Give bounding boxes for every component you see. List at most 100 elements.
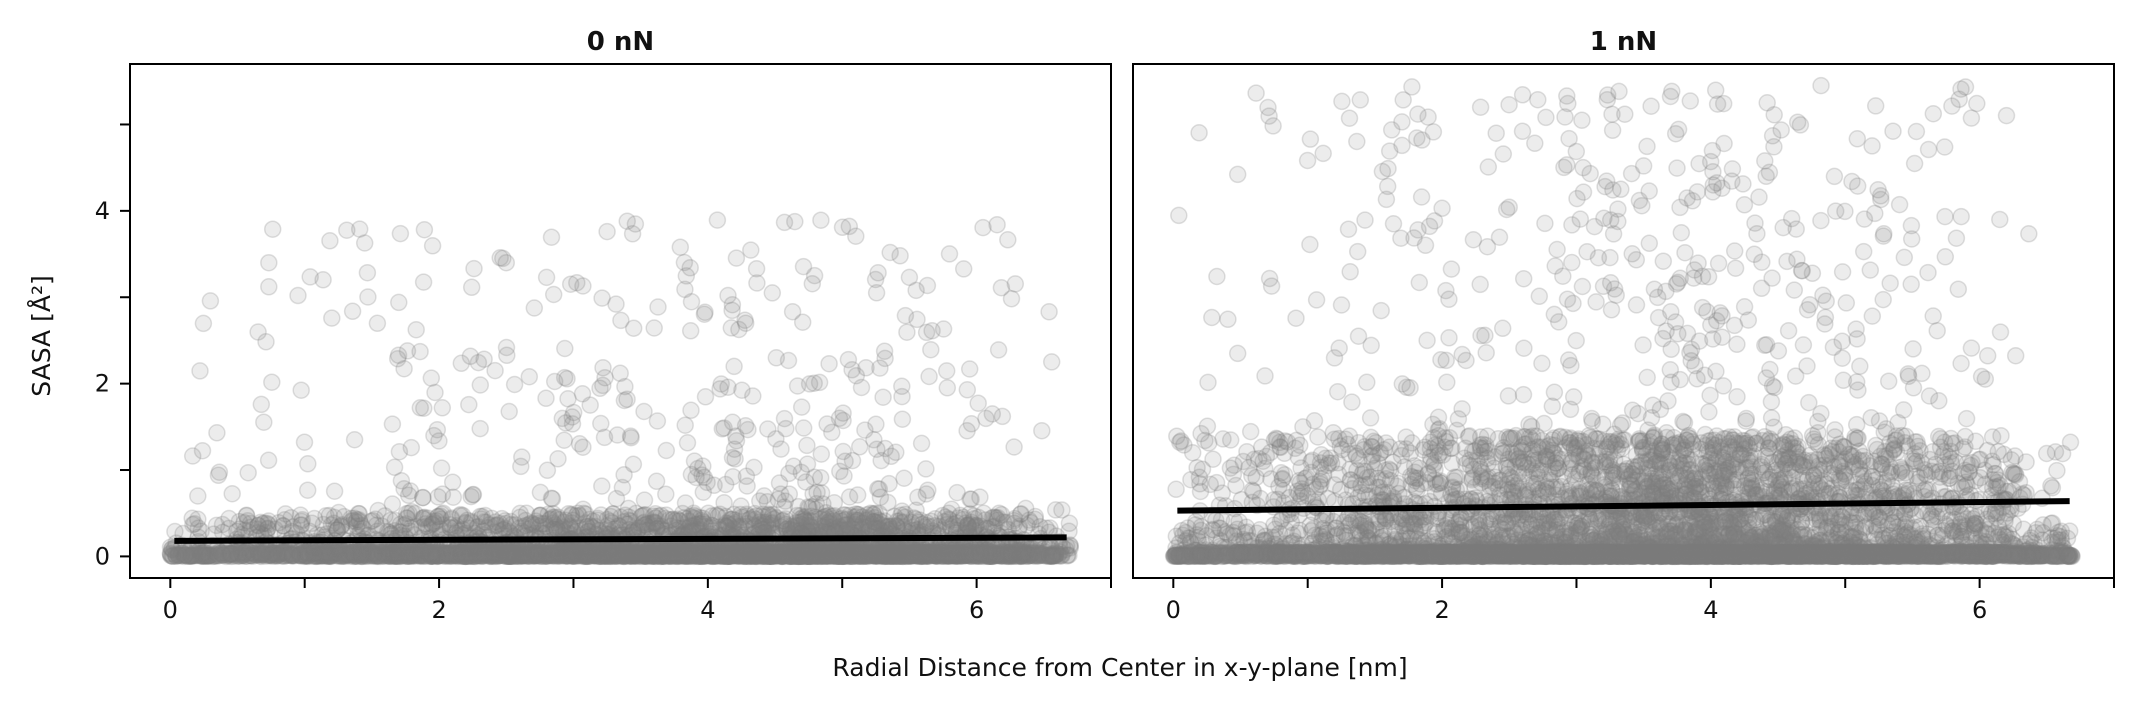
scatter-point xyxy=(255,413,273,431)
scatter-point xyxy=(786,547,805,566)
scatter-point xyxy=(343,302,362,321)
scatter-point xyxy=(696,388,715,406)
scatter-point xyxy=(954,260,973,278)
scatter-point xyxy=(611,364,629,383)
scatter-point xyxy=(784,544,803,563)
scatter-point xyxy=(500,402,518,421)
scatter-point xyxy=(475,543,493,562)
scatter-point xyxy=(553,409,572,428)
scatter-point xyxy=(671,238,690,256)
scatter-point xyxy=(934,320,953,338)
scatter-point xyxy=(864,543,883,562)
scatter-point xyxy=(471,376,490,394)
scatter-point xyxy=(520,367,539,386)
scatter-point xyxy=(812,445,831,463)
scatter-point xyxy=(397,544,416,563)
scatter-point xyxy=(694,457,712,475)
scatter-point xyxy=(966,546,985,564)
scatter-point xyxy=(660,544,679,562)
scatter-point xyxy=(834,404,852,422)
scatter-point xyxy=(645,547,663,565)
scatter-point xyxy=(703,517,722,535)
scatter-point xyxy=(189,510,207,529)
scatter-point xyxy=(767,349,786,367)
scatter-point xyxy=(499,547,518,565)
scatter-point xyxy=(937,362,956,380)
scatter-point xyxy=(433,399,452,417)
scatter-point xyxy=(833,218,852,237)
scatter-point xyxy=(944,540,963,559)
scatter-point xyxy=(223,484,241,503)
scatter-point xyxy=(718,545,737,564)
scatter-point xyxy=(708,211,727,229)
scatter-point xyxy=(193,441,212,460)
scatter-point xyxy=(430,432,448,450)
scatter-point xyxy=(383,495,402,513)
scatter-point xyxy=(338,221,356,239)
scatter-point xyxy=(677,267,696,285)
scatter-point xyxy=(594,376,612,395)
scatter-point xyxy=(476,543,494,562)
scatter-point xyxy=(426,383,444,402)
scatter-point xyxy=(398,342,417,360)
scatter-point xyxy=(465,259,483,278)
scatter-point xyxy=(355,234,374,252)
scatter-point xyxy=(239,463,257,482)
scatter-point xyxy=(799,546,818,565)
scatter-point xyxy=(788,377,807,395)
scatter-point xyxy=(820,354,838,373)
scatter-point xyxy=(893,377,911,396)
scatter-point xyxy=(881,243,899,262)
scatter-point xyxy=(694,513,712,532)
scatter-point xyxy=(315,545,333,563)
scatter-point xyxy=(857,359,875,377)
scatter-point xyxy=(574,438,592,456)
scatter-point xyxy=(804,485,822,503)
scatter-point xyxy=(505,375,524,394)
scatter-point xyxy=(659,544,678,562)
scatter-point xyxy=(544,285,563,304)
scatter-point xyxy=(205,547,223,565)
scatter-point xyxy=(1020,546,1039,565)
scatter-point xyxy=(359,288,377,306)
scatter-point xyxy=(792,398,811,416)
scatter-point xyxy=(874,388,892,406)
scatter-point xyxy=(794,508,812,527)
scatter-point xyxy=(763,508,781,527)
scatter-point xyxy=(794,419,813,437)
scatter-point xyxy=(208,424,226,442)
scatter-point xyxy=(676,494,695,512)
scatter-point xyxy=(912,434,931,453)
scatter-point xyxy=(1046,501,1065,519)
scatter-point xyxy=(1006,275,1025,293)
scatter-point xyxy=(840,488,859,506)
scatter-point xyxy=(1033,421,1051,440)
scatter-point xyxy=(887,543,905,562)
scatter-point xyxy=(233,546,252,565)
scatter-point xyxy=(744,387,762,405)
scatter-point xyxy=(755,545,774,564)
scatter-point xyxy=(525,299,544,317)
scatter-point xyxy=(249,323,267,341)
scatter-point xyxy=(201,292,220,310)
scatter-point xyxy=(252,395,271,414)
scatter-point xyxy=(834,411,852,430)
scatter-point xyxy=(826,546,844,565)
scatter-point xyxy=(725,357,743,376)
scatter-point xyxy=(812,211,830,229)
scatter-point xyxy=(391,224,410,243)
scatter-point xyxy=(874,544,892,563)
scatter-point xyxy=(969,394,987,412)
scatter-point xyxy=(498,346,516,365)
scatter-point xyxy=(555,368,574,387)
scatter-point xyxy=(411,399,430,417)
scatter-point xyxy=(988,215,1006,234)
scatter-point xyxy=(918,545,936,563)
scatter-point xyxy=(638,545,657,564)
scatter-point xyxy=(974,218,992,237)
scatter-point xyxy=(733,381,751,399)
scatter-point xyxy=(1005,438,1023,456)
scatter-point xyxy=(598,222,616,241)
